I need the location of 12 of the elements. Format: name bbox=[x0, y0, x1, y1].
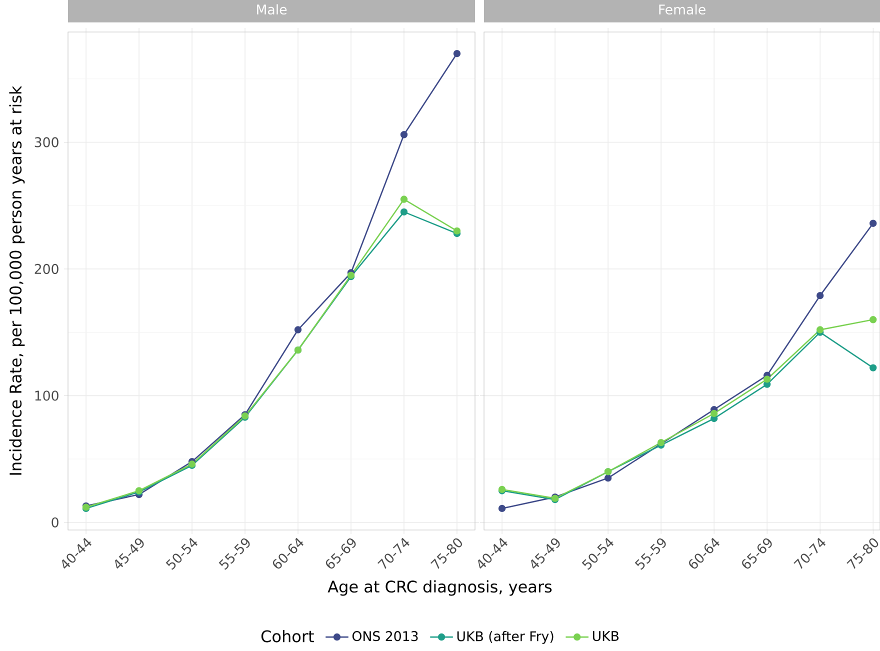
legend-label: UKB (after Fry) bbox=[457, 630, 554, 644]
y-tick-label: 100 bbox=[35, 390, 58, 401]
legend-label: ONS 2013 bbox=[352, 631, 418, 642]
y-tick-label: 300 bbox=[34, 137, 58, 148]
legend-title: Cohort bbox=[261, 630, 314, 642]
legend-label: UKB bbox=[592, 631, 619, 642]
chart-title: Male bbox=[257, 4, 287, 15]
y-axis-title: Incidence Rate, per 100,000 person years at risk bbox=[9, 86, 25, 475]
y-tick-label: 200 bbox=[34, 264, 58, 274]
x-axis-title: Age at CRC diagnosis, years bbox=[328, 580, 552, 596]
y-tick-label: 0 bbox=[52, 517, 58, 528]
chart-title: Female bbox=[659, 4, 706, 15]
